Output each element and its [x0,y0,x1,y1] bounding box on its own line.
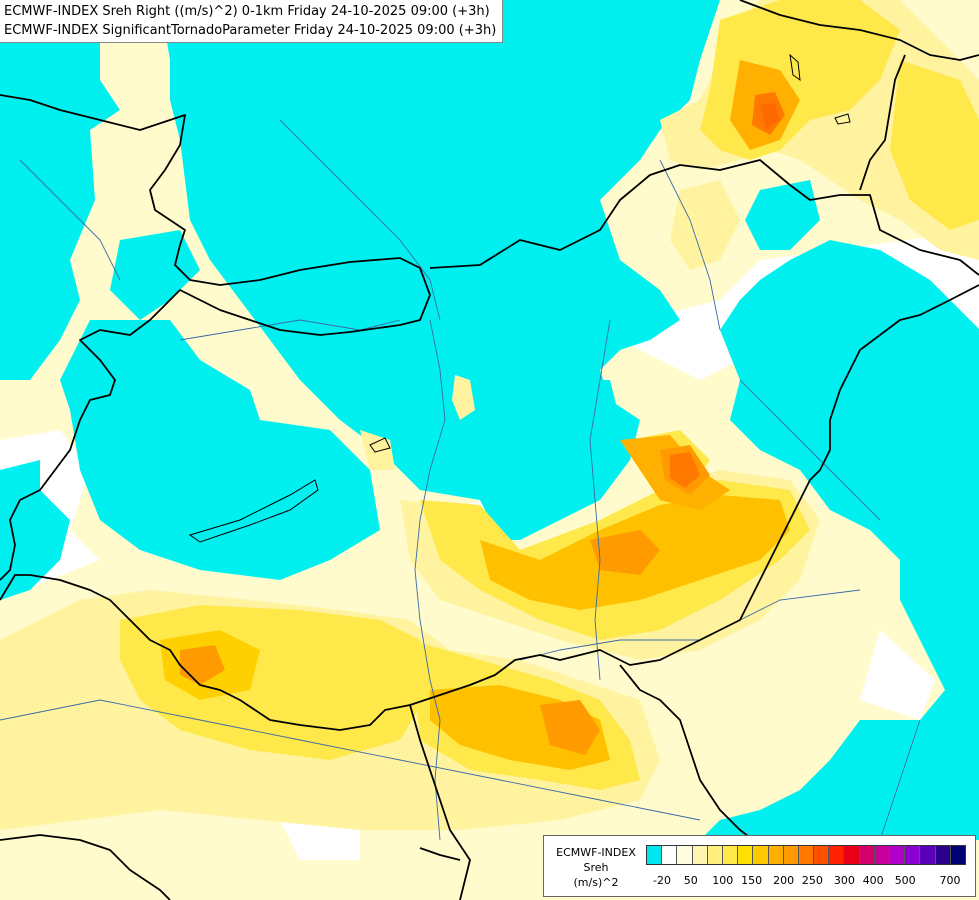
legend-title: ECMWF-INDEX Sreh (m/s)^2 [548,845,644,890]
legend-tick-label: 300 [833,874,855,887]
max-sreh-area [540,700,600,755]
legend-swatch [738,846,754,864]
legend-swatch [935,846,951,864]
low-sreh-area [0,460,70,600]
legend-swatch [859,846,875,864]
legend-swatch [783,846,799,864]
legend-tick-label: 100 [712,874,734,887]
color-legend: ECMWF-INDEX Sreh (m/s)^2 -20 50 100 150 200 2… [543,835,976,897]
legend-swatch [920,846,936,864]
legend-swatch [647,846,663,864]
low-sreh-area [60,320,380,580]
max-sreh-area [590,530,660,575]
low-sreh-area [745,180,820,250]
lake-outline [789,53,801,82]
elevated-sreh-area [890,60,979,230]
legend-swatch [707,846,723,864]
legend-units: (m/s)^2 [573,876,619,889]
legend-tick-labels: -20 50 100 150 200 250 300 400 500 700 [646,874,966,888]
legend-swatch [662,846,678,864]
max-sreh-area [670,452,700,488]
white-zone [280,820,360,860]
legend-swatch [890,846,906,864]
moderate-sreh-area [670,180,740,270]
low-sreh-area [0,0,120,380]
legend-swatch [814,846,830,864]
legend-tick-label: 250 [801,874,823,887]
header-line-2: ECMWF-INDEX SignificantTornadoParameter … [4,23,497,38]
legend-swatch [753,846,769,864]
legend-title-line-1: ECMWF-INDEX [556,846,636,859]
legend-swatch [874,846,890,864]
legend-swatch [829,846,845,864]
lake-outline [369,437,391,453]
legend-swatch [905,846,921,864]
max-sreh-area [760,103,780,128]
legend-tick-label: 500 [894,874,916,887]
legend-swatch [844,846,860,864]
legend-tick-label: 700 [939,874,961,887]
lake-outline [834,113,851,125]
rivers [0,119,921,841]
legend-tick-label: 150 [741,874,763,887]
legend-swatch [950,846,965,864]
legend-tick-label: 50 [683,874,698,887]
legend-swatch [722,846,739,864]
legend-swatch [768,846,784,864]
legend-title-line-2: Sreh [583,861,609,874]
map-header: ECMWF-INDEX Sreh Right ((m/s)^2) 0-1km F… [0,0,504,43]
legend-tick-label: -20 [653,874,671,887]
legend-swatch [692,846,708,864]
legend-tick-label: 400 [862,874,884,887]
header-line-1: ECMWF-INDEX Sreh Right ((m/s)^2) 0-1km F… [4,4,490,19]
moderate-sreh-area [452,375,475,420]
legend-swatch [798,846,815,864]
low-sreh-area [560,380,620,450]
legend-color-bar [646,845,966,865]
legend-tick-label: 200 [773,874,795,887]
low-sreh-area [700,240,979,840]
lake-outline [188,479,319,543]
legend-swatch [677,846,693,864]
white-zone [860,630,935,720]
